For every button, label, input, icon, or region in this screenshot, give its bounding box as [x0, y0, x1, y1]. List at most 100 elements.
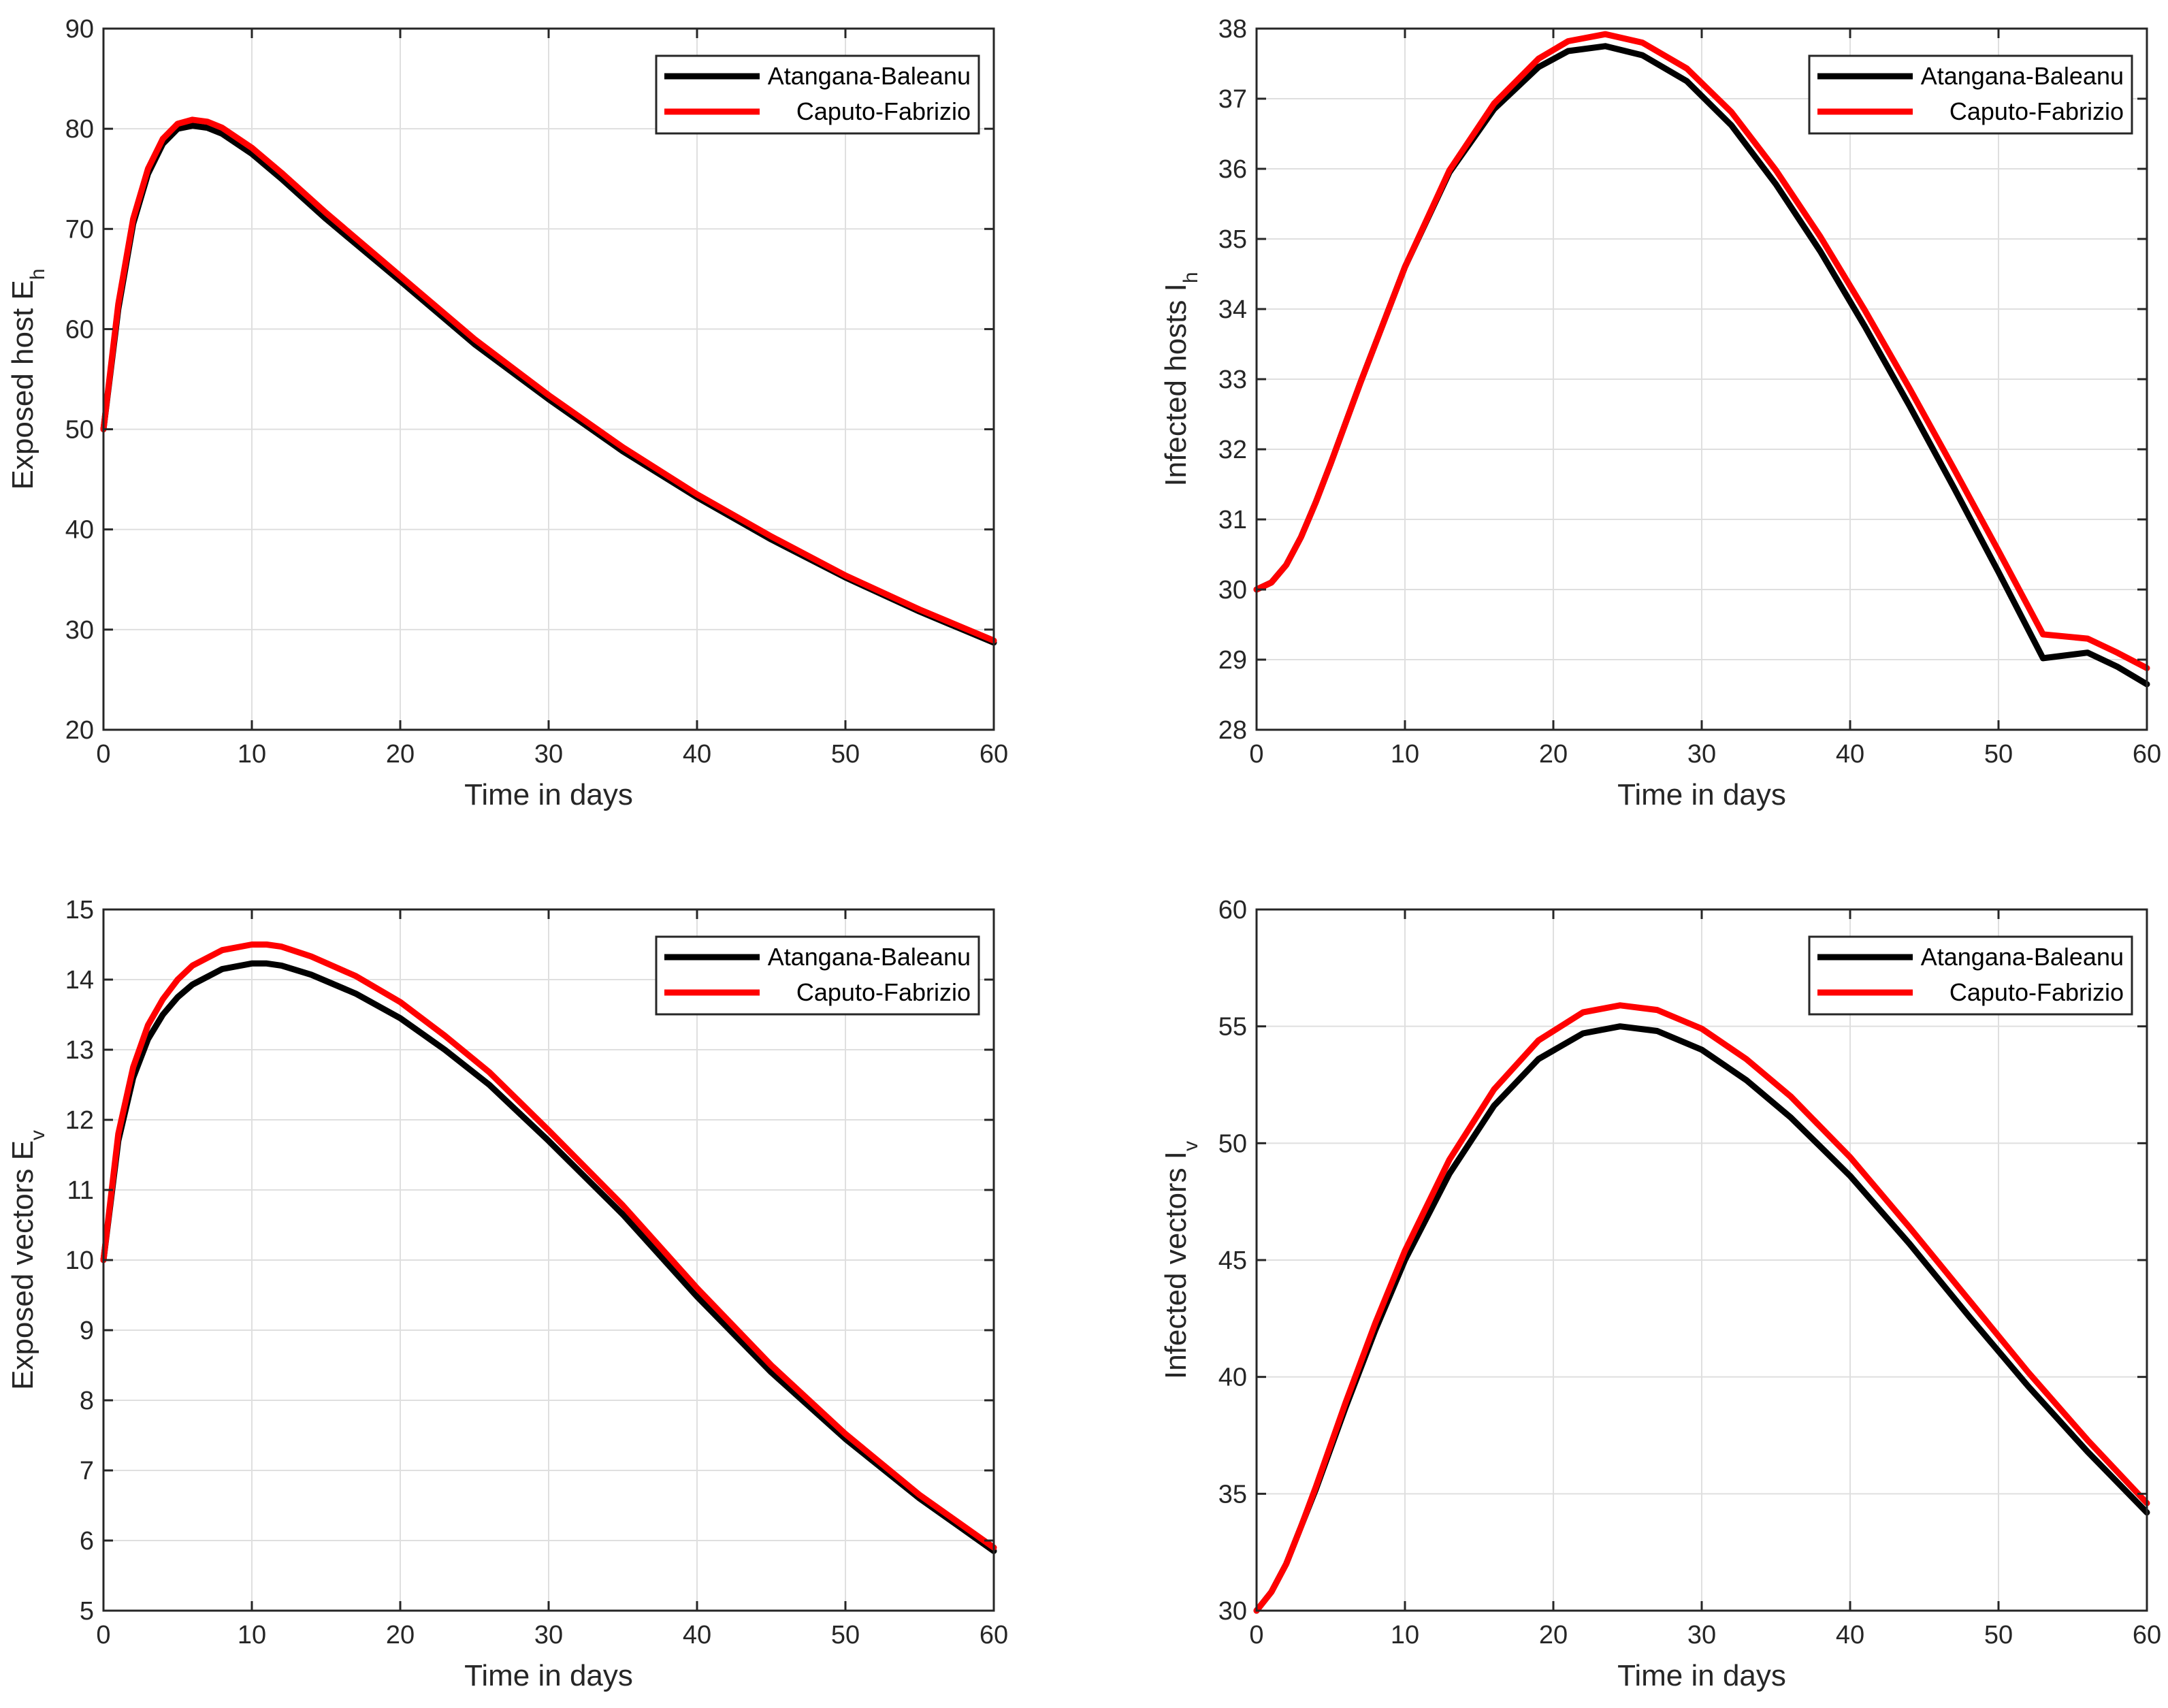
exposed-vectors-x-axis-label: Time in days — [464, 1659, 633, 1692]
infected-hosts-x-tick-label: 60 — [2133, 740, 2161, 769]
infected-hosts-x-tick-label: 20 — [1539, 740, 1568, 769]
infected-vectors-x-tick-label: 0 — [1249, 1621, 1263, 1649]
infected-hosts-y-tick-label: 35 — [1218, 225, 1247, 254]
exposed-host-legend-label: Caputo-Fabrizio — [796, 97, 971, 125]
infected-hosts-y-tick-label: 37 — [1218, 85, 1247, 114]
exposed-host-x-tick-label: 60 — [980, 740, 1008, 769]
exposed-vectors-x-tick-label: 10 — [238, 1621, 266, 1649]
exposed-vectors-legend-label: Atangana-Baleanu — [768, 943, 971, 971]
exposed-vectors-y-tick-label: 8 — [80, 1387, 94, 1415]
infected-vectors-series-caputo-fabrizio-line — [1253, 1002, 2150, 1614]
infected-vectors-y-axis-label: Infected vectors Iv — [1159, 1141, 1202, 1379]
infected-hosts-x-tick-label: 50 — [1984, 740, 2013, 769]
infected-vectors-y-tick-label: 35 — [1218, 1480, 1247, 1509]
exposed-vectors-y-tick-label: 9 — [80, 1317, 94, 1345]
infected-hosts-legend: Atangana-Baleanu Caputo-Fabrizio — [1808, 54, 2133, 135]
infected-vectors-x-tick-label: 50 — [1984, 1621, 2013, 1649]
exposed-vectors-y-tick-label: 10 — [65, 1246, 94, 1275]
exposed-vectors-y-tick-label: 13 — [65, 1036, 94, 1065]
infected-hosts-y-tick-label: 31 — [1218, 506, 1247, 534]
exposed-vectors-x-tick-label: 40 — [683, 1621, 711, 1649]
exposed-vectors-series-caputo-fabrizio-line — [100, 941, 997, 1551]
exposed-host-y-axis-label-main: Exposed host E — [6, 280, 39, 489]
infected-vectors-y-axis-label-main: Infected vectors I — [1159, 1151, 1193, 1379]
exposed-host-x-tick-label: 20 — [386, 740, 415, 769]
infected-hosts-y-tick-label: 34 — [1218, 295, 1247, 324]
infected-hosts-series-caputo-fabrizio-line — [1253, 31, 2150, 671]
exposed-vectors-y-tick-label: 11 — [67, 1176, 94, 1205]
infected-hosts-y-tick-label: 30 — [1218, 576, 1247, 605]
infected-hosts-x-tick-label: 10 — [1391, 740, 1419, 769]
exposed-host-x-tick-label: 0 — [96, 740, 110, 769]
exposed-vectors-y-tick-label: 5 — [80, 1597, 94, 1626]
exposed-host-y-tick-label: 80 — [65, 115, 94, 144]
exposed-host-legend-label: Atangana-Baleanu — [768, 62, 971, 90]
infected-hosts-y-tick-label: 28 — [1218, 716, 1247, 745]
infected-hosts-y-axis-label-subscript: h — [1180, 272, 1202, 283]
exposed-host-legend: Atangana-Baleanu Caputo-Fabrizio — [655, 54, 980, 135]
exposed-host-y-tick-label: 60 — [65, 315, 94, 344]
exposed-host-x-tick-label: 50 — [831, 740, 860, 769]
exposed-vectors-x-tick-label: 0 — [96, 1621, 110, 1649]
infected-vectors-x-tick-label: 60 — [2133, 1621, 2161, 1649]
exposed-host-y-axis-label-subscript: h — [27, 269, 49, 280]
exposed-host-x-tick-label: 40 — [683, 740, 711, 769]
infected-vectors-legend: Atangana-Baleanu Caputo-Fabrizio — [1808, 935, 2133, 1016]
infected-vectors-x-tick-label: 10 — [1391, 1621, 1419, 1649]
infected-hosts-y-tick-label: 29 — [1218, 646, 1247, 675]
infected-vectors-legend-box — [1808, 935, 2133, 1016]
exposed-vectors-chart: 0 10 20 30 40 50 60 5 6 7 8 9 10 11 12 13 14 15 Time in da… — [6, 896, 1008, 1692]
infected-hosts-x-tick-label: 0 — [1249, 740, 1263, 769]
exposed-host-y-tick-label: 40 — [65, 516, 94, 545]
infected-hosts-y-tick-label: 32 — [1218, 436, 1247, 464]
exposed-vectors-y-axis-label-subscript: v — [27, 1130, 49, 1140]
exposed-vectors-x-tick-label: 20 — [386, 1621, 415, 1649]
infected-vectors-x-axis-label: Time in days — [1617, 1659, 1786, 1692]
infected-hosts-y-tick-label: 33 — [1218, 366, 1247, 394]
exposed-vectors-y-axis-label: Exposed vectors Ev — [6, 1130, 49, 1390]
exposed-host-y-tick-label: 70 — [65, 215, 94, 244]
exposed-host-y-tick-label: 90 — [65, 15, 94, 44]
exposed-vectors-x-tick-label: 30 — [534, 1621, 563, 1649]
infected-vectors-y-tick-label: 40 — [1218, 1364, 1247, 1392]
infected-hosts-legend-box — [1808, 54, 2133, 135]
exposed-vectors-legend: Atangana-Baleanu Caputo-Fabrizio — [655, 935, 980, 1016]
infected-vectors-y-tick-label: 50 — [1218, 1129, 1247, 1158]
exposed-vectors-x-tick-label: 50 — [831, 1621, 860, 1649]
exposed-host-y-axis-label: Exposed host Eh — [6, 269, 49, 490]
exposed-host-chart: 0 10 20 30 40 50 60 20 30 40 50 60 70 80 90 Time in day… — [6, 15, 1008, 811]
infected-vectors-legend-label: Atangana-Baleanu — [1921, 943, 2124, 971]
infected-hosts-y-axis-label-main: Infected hosts I — [1159, 283, 1193, 486]
infected-hosts-x-axis-label: Time in days — [1617, 778, 1786, 811]
infected-hosts-y-tick-label: 38 — [1218, 15, 1247, 44]
infected-vectors-x-tick-label: 20 — [1539, 1621, 1568, 1649]
infected-vectors-y-tick-label: 45 — [1218, 1246, 1247, 1275]
infected-hosts-legend-label: Atangana-Baleanu — [1921, 62, 2124, 90]
exposed-vectors-y-tick-label: 6 — [80, 1527, 94, 1556]
exposed-host-y-tick-label: 20 — [65, 716, 94, 745]
infected-vectors-chart: 0 10 20 30 40 50 60 30 35 40 45 50 55 60 Time in days I… — [1159, 896, 2161, 1692]
infected-hosts-y-tick-label: 36 — [1218, 155, 1247, 184]
exposed-vectors-x-tick-label: 60 — [980, 1621, 1008, 1649]
exposed-host-x-tick-label: 10 — [238, 740, 266, 769]
exposed-vectors-y-axis-label-main: Exposed vectors E — [6, 1140, 39, 1390]
infected-hosts-x-tick-label: 30 — [1687, 740, 1716, 769]
exposed-vectors-y-tick-label: 14 — [65, 966, 94, 995]
exposed-host-y-tick-label: 30 — [65, 616, 94, 645]
exposed-host-y-tick-label: 50 — [65, 416, 94, 445]
infected-vectors-x-tick-label: 30 — [1687, 1621, 1716, 1649]
exposed-vectors-series-atangana-baleanu-line — [100, 960, 997, 1554]
exposed-vectors-y-tick-label: 15 — [65, 896, 94, 924]
exposed-vectors-legend-label: Caputo-Fabrizio — [796, 978, 971, 1006]
infected-vectors-y-tick-label: 60 — [1218, 896, 1247, 924]
infected-vectors-y-tick-label: 30 — [1218, 1597, 1247, 1626]
infected-hosts-chart: 0 10 20 30 40 50 60 28 29 30 31 32 33 34 35 36 37 38 Time … — [1159, 15, 2161, 811]
infected-vectors-y-tick-label: 55 — [1218, 1013, 1247, 1042]
exposed-vectors-y-tick-label: 7 — [80, 1457, 94, 1485]
infected-hosts-legend-label: Caputo-Fabrizio — [1949, 97, 2124, 125]
infected-hosts-x-tick-label: 40 — [1836, 740, 1864, 769]
infected-vectors-x-tick-label: 40 — [1836, 1621, 1864, 1649]
infected-hosts-y-axis-label: Infected hosts Ih — [1159, 272, 1202, 486]
exposed-vectors-y-tick-label: 12 — [65, 1106, 94, 1135]
